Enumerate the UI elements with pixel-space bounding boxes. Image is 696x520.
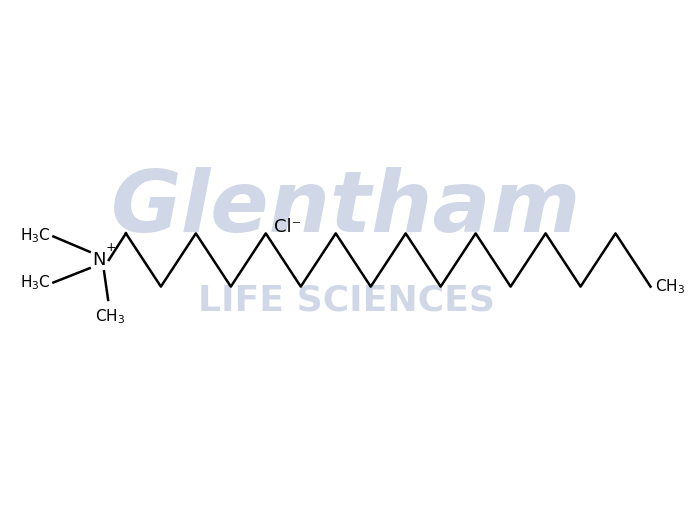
- Text: N: N: [92, 251, 105, 269]
- Text: +: +: [106, 241, 116, 254]
- Text: CH$_3$: CH$_3$: [95, 307, 125, 326]
- Text: LIFE SCIENCES: LIFE SCIENCES: [198, 284, 495, 318]
- Text: Glentham: Glentham: [111, 167, 581, 250]
- Text: Cl⁻: Cl⁻: [274, 218, 301, 236]
- Text: H$_3$C: H$_3$C: [20, 274, 51, 292]
- Text: CH$_3$: CH$_3$: [655, 277, 685, 296]
- Text: H$_3$C: H$_3$C: [20, 226, 51, 245]
